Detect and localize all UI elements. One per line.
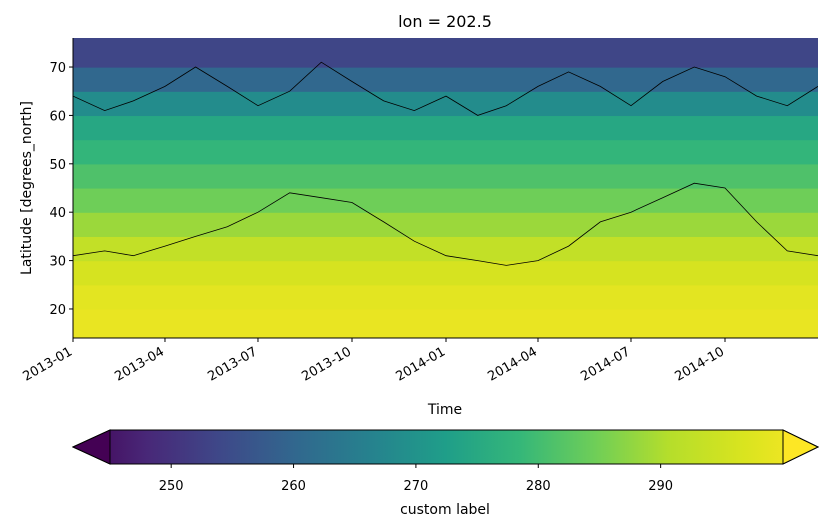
heatmap-band	[73, 260, 818, 286]
heatmap-band	[73, 236, 818, 262]
x-tick-label: 2013-07	[205, 344, 260, 384]
y-tick-label: 50	[49, 158, 66, 173]
colorbar-tick-label: 270	[403, 479, 428, 494]
heatmap-field	[73, 38, 818, 338]
x-tick-label: 2014-07	[578, 344, 633, 384]
contour-line-lower	[73, 182, 818, 266]
x-tick-label: 2013-01	[20, 344, 75, 384]
y-axis: 20 30 40 50 60 70	[49, 61, 73, 318]
colorbar-label: custom label	[400, 502, 490, 518]
heatmap-band	[73, 91, 818, 117]
heatmap-band	[73, 67, 818, 92]
colorbar-ticks: 250 260 270 280 290	[159, 464, 673, 494]
plot-axes-frame	[72, 38, 818, 339]
heatmap-band	[73, 115, 818, 141]
colorbar-tick-label: 250	[159, 479, 184, 494]
x-axis-label: Time	[427, 402, 462, 418]
y-tick-label: 20	[49, 303, 66, 318]
colorbar-tick-label: 290	[648, 479, 673, 494]
colorbar: 250 260 270 280 290	[71, 429, 820, 494]
contour-lines	[73, 61, 818, 266]
heatmap-band	[73, 139, 818, 165]
colorbar-body	[71, 429, 820, 465]
x-tick-label: 2014-10	[672, 344, 727, 384]
y-tick-label: 30	[49, 255, 66, 270]
heatmap-band	[73, 163, 818, 189]
colorbar-tick-label: 260	[281, 479, 306, 494]
heatmap-band	[73, 188, 818, 213]
colorbar-tick-label: 280	[526, 479, 551, 494]
x-tick-label: 2014-01	[393, 344, 448, 384]
y-tick-label: 40	[49, 206, 66, 221]
chart-title: lon = 202.5	[398, 12, 492, 31]
y-tick-label: 60	[49, 109, 66, 124]
y-tick-label: 70	[49, 61, 66, 76]
x-axis: 2013-01 2013-04 2013-07 2013-10 2014-01 2014-…	[20, 338, 727, 385]
heatmap-band	[73, 38, 818, 68]
colorbar-extend-max	[782, 429, 820, 465]
contour-line-upper	[73, 61, 818, 116]
heatmap-band	[73, 284, 818, 310]
y-axis-label: Latitude [degrees_north]	[19, 101, 35, 275]
colorbar-extend-min	[71, 429, 111, 465]
heatmap-band	[73, 308, 818, 338]
x-tick-label: 2013-10	[299, 344, 354, 384]
heatmap-band	[73, 212, 818, 237]
x-tick-label: 2014-04	[485, 344, 540, 384]
x-tick-label: 2013-04	[112, 344, 167, 384]
